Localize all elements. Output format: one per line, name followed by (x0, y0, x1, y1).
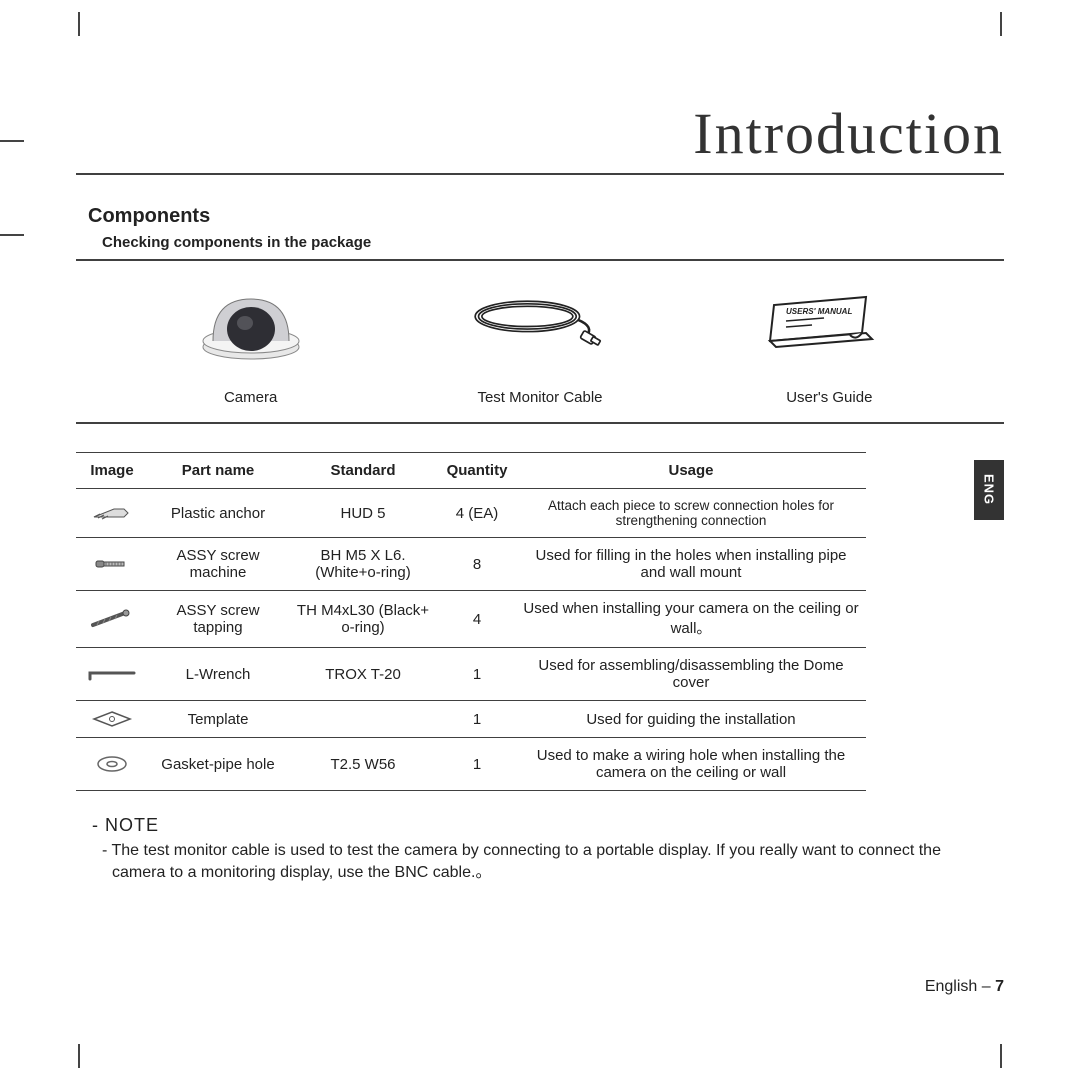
package-item-label: User's Guide (786, 389, 872, 406)
part-icon (76, 489, 148, 538)
part-qty-cell: 1 (438, 648, 516, 701)
footer-sep: – (977, 978, 995, 995)
part-qty-cell: 4 (EA) (438, 489, 516, 538)
subsection-heading: Checking components in the package (102, 234, 1004, 251)
part-usage-cell: Attach each piece to screw connection ho… (516, 489, 866, 538)
part-standard-cell: HUD 5 (288, 489, 438, 538)
package-items-row: Camera Test Monitor Cable (76, 265, 1004, 418)
th-image: Image (76, 453, 148, 489)
page-footer: English – 7 (925, 978, 1004, 996)
part-usage-cell: Used for assembling/disassembling the Do… (516, 648, 866, 701)
note-label: - NOTE (92, 815, 1004, 836)
parts-table: Image Part name Standard Quantity Usage … (76, 452, 866, 791)
th-usage: Usage (516, 453, 866, 489)
table-row: ASSY screw tappingTH M4xL30 (Black+ o-ri… (76, 591, 866, 648)
manual-text: USERS' MANUAL (786, 307, 852, 316)
part-qty-cell: 8 (438, 538, 516, 591)
part-icon (76, 701, 148, 738)
camera-icon (171, 285, 331, 363)
section-heading: Components (88, 205, 1004, 228)
package-item-label: Test Monitor Cable (477, 389, 602, 406)
th-part-name: Part name (148, 453, 288, 489)
divider (76, 422, 1004, 424)
language-tab: ENG (974, 460, 1004, 520)
part-icon (76, 648, 148, 701)
table-header-row: Image Part name Standard Quantity Usage (76, 453, 866, 489)
part-name-cell: Template (148, 701, 288, 738)
part-usage-cell: Used for guiding the installation (516, 701, 866, 738)
part-name-cell: ASSY screw machine (148, 538, 288, 591)
part-icon (76, 591, 148, 648)
manual-icon: USERS' MANUAL (749, 285, 909, 363)
footer-page-number: 7 (995, 978, 1004, 995)
part-qty-cell: 4 (438, 591, 516, 648)
part-standard-cell: T2.5 W56 (288, 738, 438, 791)
crop-mark (0, 140, 24, 142)
crop-mark (0, 234, 24, 236)
th-quantity: Quantity (438, 453, 516, 489)
document-page: Introduction Components Checking compone… (76, 30, 1004, 1050)
part-icon (76, 538, 148, 591)
table-row: Plastic anchorHUD 54 (EA)Attach each pie… (76, 489, 866, 538)
table-row: Gasket-pipe holeT2.5 W561Used to make a … (76, 738, 866, 791)
part-standard-cell (288, 701, 438, 738)
package-item-camera: Camera (171, 285, 331, 406)
part-standard-cell: TROX T-20 (288, 648, 438, 701)
part-icon (76, 738, 148, 791)
divider (76, 259, 1004, 261)
part-usage-cell: Used to make a wiring hole when installi… (516, 738, 866, 791)
chapter-title: Introduction (76, 100, 1004, 175)
part-name-cell: Gasket-pipe hole (148, 738, 288, 791)
package-item-manual: USERS' MANUAL User's Guide (749, 285, 909, 406)
part-qty-cell: 1 (438, 738, 516, 791)
package-item-cable: Test Monitor Cable (460, 285, 620, 406)
note-body: - The test monitor cable is used to test… (102, 840, 974, 883)
th-standard: Standard (288, 453, 438, 489)
part-standard-cell: BH M5 X L6. (White+o-ring) (288, 538, 438, 591)
part-qty-cell: 1 (438, 701, 516, 738)
part-name-cell: Plastic anchor (148, 489, 288, 538)
part-name-cell: ASSY screw tapping (148, 591, 288, 648)
package-item-label: Camera (224, 389, 277, 406)
table-row: L-WrenchTROX T-201Used for assembling/di… (76, 648, 866, 701)
part-usage-cell: Used for filling in the holes when insta… (516, 538, 866, 591)
table-row: Template 1Used for guiding the installati… (76, 701, 866, 738)
part-standard-cell: TH M4xL30 (Black+ o-ring) (288, 591, 438, 648)
table-row: ASSY screw machineBH M5 X L6. (White+o-r… (76, 538, 866, 591)
cable-icon (460, 285, 620, 363)
footer-language: English (925, 978, 977, 995)
part-name-cell: L-Wrench (148, 648, 288, 701)
part-usage-cell: Used when installing your camera on the … (516, 591, 866, 648)
